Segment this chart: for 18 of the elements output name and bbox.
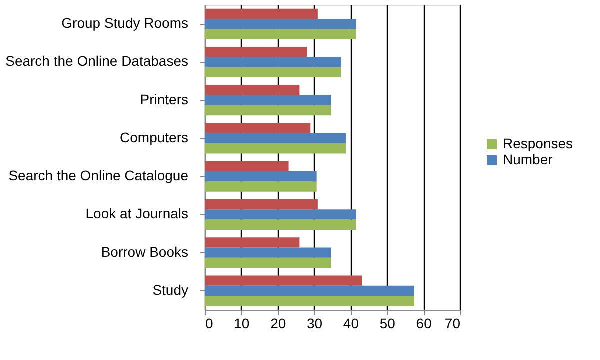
legend-label: Responses	[503, 136, 574, 152]
x-tick-label: 20	[270, 316, 286, 332]
x-tick-label: 30	[306, 316, 323, 332]
y-tick-label: Look at Journals	[86, 206, 188, 222]
x-tick-label: 10	[234, 316, 250, 332]
x-tick-label: 40	[343, 316, 360, 332]
y-tick-label: Search the Online Catalogue	[8, 168, 189, 184]
x-tick-label: 70	[444, 316, 461, 332]
y-tick-label: Group Study Rooms	[62, 15, 188, 32]
legend-label: Number	[503, 152, 554, 168]
y-tick-label: Search the Online Databases	[6, 53, 188, 70]
x-tick-label: 50	[380, 316, 396, 332]
y-tick-label: Borrow Books	[101, 244, 188, 260]
y-tick-label: Printers	[140, 91, 188, 108]
y-tick-label: Study	[152, 282, 188, 298]
x-tick-label: 0	[206, 316, 214, 332]
x-tick-label: 60	[416, 316, 432, 332]
y-tick-label: Computers	[120, 129, 188, 146]
